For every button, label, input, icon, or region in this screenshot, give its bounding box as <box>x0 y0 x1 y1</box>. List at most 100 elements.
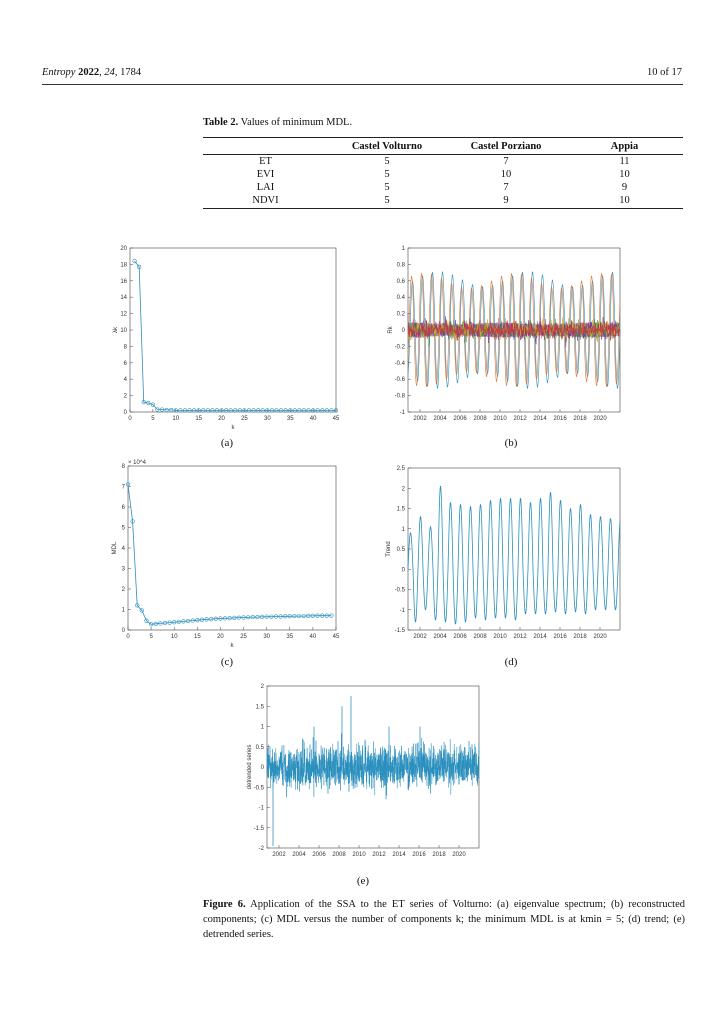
y-tick-label: 8 <box>122 464 126 470</box>
x-tick-label: 2018 <box>432 852 446 858</box>
data-point <box>301 613 306 619</box>
table-header-cell: Castel Porziano <box>446 137 566 155</box>
eigenvalue-spectrum-plot: 0 2 4 6 8 10 12 14 16 18 20 0 5 10 15 20 25 30 35 40 45 k λk <box>113 246 340 431</box>
y-tick-label: 0.5 <box>256 745 265 751</box>
table-cell: NDVI <box>203 194 328 209</box>
panel-b-label: (b) <box>504 437 518 449</box>
data-point <box>278 614 283 619</box>
data-point <box>139 608 144 613</box>
data-point <box>259 614 265 619</box>
x-tick-label: 2012 <box>513 634 527 640</box>
x-tick-label: 15 <box>194 634 201 640</box>
x-tick-label: 2004 <box>433 416 447 422</box>
data-point <box>329 613 334 618</box>
x-tick-label: 40 <box>310 634 317 640</box>
x-tick-label: 5 <box>149 634 153 640</box>
data-point <box>315 408 320 413</box>
x-tick-label: 35 <box>287 416 294 422</box>
figure-caption-text: Application of the SSA to the ET series … <box>203 899 685 940</box>
data-point <box>130 519 135 524</box>
x-tick-label: 2002 <box>413 634 427 640</box>
detrended-series-plot: -2 -1.5 -1 -0.5 0 0.5 1 1.5 2 2002 2004 2006 2008 201… <box>247 684 480 858</box>
y-tick-label: -1 <box>259 806 265 812</box>
data-point <box>301 408 307 413</box>
data-point <box>173 408 178 413</box>
y-tick-label: -0.5 <box>254 785 265 791</box>
panel-d-label: (d) <box>504 656 518 668</box>
table-cell: 5 <box>384 182 390 193</box>
data-point <box>181 619 186 624</box>
data-point <box>292 613 297 619</box>
x-tick-label: 20 <box>218 416 225 422</box>
x-tick-label: 2016 <box>553 416 567 422</box>
panel-c-chart: 0 1 2 3 4 5 6 7 8 0 5 10 15 20 25 30 35 40 45 k MDL × 10^4 <box>112 458 344 654</box>
x-axis-label: k <box>232 425 236 431</box>
data-point <box>155 407 160 412</box>
table-cell: ET <box>259 156 272 167</box>
data-point <box>237 408 242 413</box>
x-tick-label: 2006 <box>453 416 467 422</box>
panel-e-chart: -2 -1.5 -1 -0.5 0 0.5 1 1.5 2 2002 2004 2006 2008 201… <box>245 680 485 870</box>
trend-line <box>407 485 621 625</box>
table-cell: 7 <box>503 156 509 167</box>
data-point <box>204 617 209 622</box>
x-tick-label: 0 <box>128 416 132 422</box>
data-point <box>227 616 232 621</box>
data-point <box>209 617 214 622</box>
y-tick-label: 0.4 <box>397 295 406 301</box>
data-point <box>199 617 205 622</box>
data-point <box>141 400 146 405</box>
y-tick-label: 6 <box>124 361 128 367</box>
table-cell: EVI <box>256 169 275 180</box>
data-point <box>242 408 247 413</box>
data-point <box>273 614 279 619</box>
data-point <box>205 408 210 413</box>
table-caption: Table 2. Values of minimum MDL. <box>203 117 353 128</box>
data-point <box>214 408 220 413</box>
panel-a-chart: 0 2 4 6 8 10 12 14 16 18 20 0 5 10 15 20 25 30 35 40 45 k λk <box>112 242 344 438</box>
data-point <box>315 613 320 618</box>
data-point <box>297 408 302 413</box>
x-tick-label: 2008 <box>473 416 487 422</box>
data-point <box>149 622 154 627</box>
x-tick-label: 2016 <box>412 852 426 858</box>
y-axis-label: MDL <box>112 541 118 554</box>
x-tick-label: 45 <box>333 416 340 422</box>
x-tick-label: 30 <box>263 634 270 640</box>
y-tick-label: 0.8 <box>397 262 406 268</box>
data-point <box>311 408 316 413</box>
table-row: EVI 5 10 10 <box>203 168 683 181</box>
table-cell: 9 <box>446 194 566 209</box>
data-point <box>246 615 251 620</box>
x-tick-label: 40 <box>310 416 317 422</box>
data-point <box>164 407 169 413</box>
data-point <box>146 400 151 406</box>
y-tick-label: 1 <box>402 246 406 252</box>
x-tick-label: 5 <box>151 416 155 422</box>
data-point <box>236 615 242 620</box>
y-axis-label: Rk <box>388 325 394 333</box>
y-tick-label: -1.5 <box>254 826 265 832</box>
data-point <box>201 408 206 413</box>
data-point <box>287 614 292 619</box>
y-tick-label: 0.2 <box>397 312 406 318</box>
x-tick-label: 2020 <box>452 852 466 858</box>
data-point <box>246 408 252 413</box>
data-point <box>278 408 284 413</box>
x-tick-label: 2002 <box>272 852 286 858</box>
table-header-cell: Castel Volturno <box>328 137 446 155</box>
x-tick-label: 20 <box>217 634 224 640</box>
y-tick-label: 1.5 <box>256 704 265 710</box>
y-tick-label: 3 <box>122 567 126 573</box>
data-point <box>169 407 174 413</box>
x-tick-label: 2020 <box>593 634 607 640</box>
panel-e-label: (e) <box>356 875 370 887</box>
x-tick-label: 2008 <box>473 634 487 640</box>
data-point <box>333 408 339 413</box>
y-tick-label: 20 <box>120 246 127 252</box>
y-tick-label: 2 <box>124 394 128 400</box>
x-tick-label: 2004 <box>292 852 306 858</box>
data-point <box>213 616 218 621</box>
data-point <box>137 264 142 269</box>
data-point <box>255 614 260 620</box>
